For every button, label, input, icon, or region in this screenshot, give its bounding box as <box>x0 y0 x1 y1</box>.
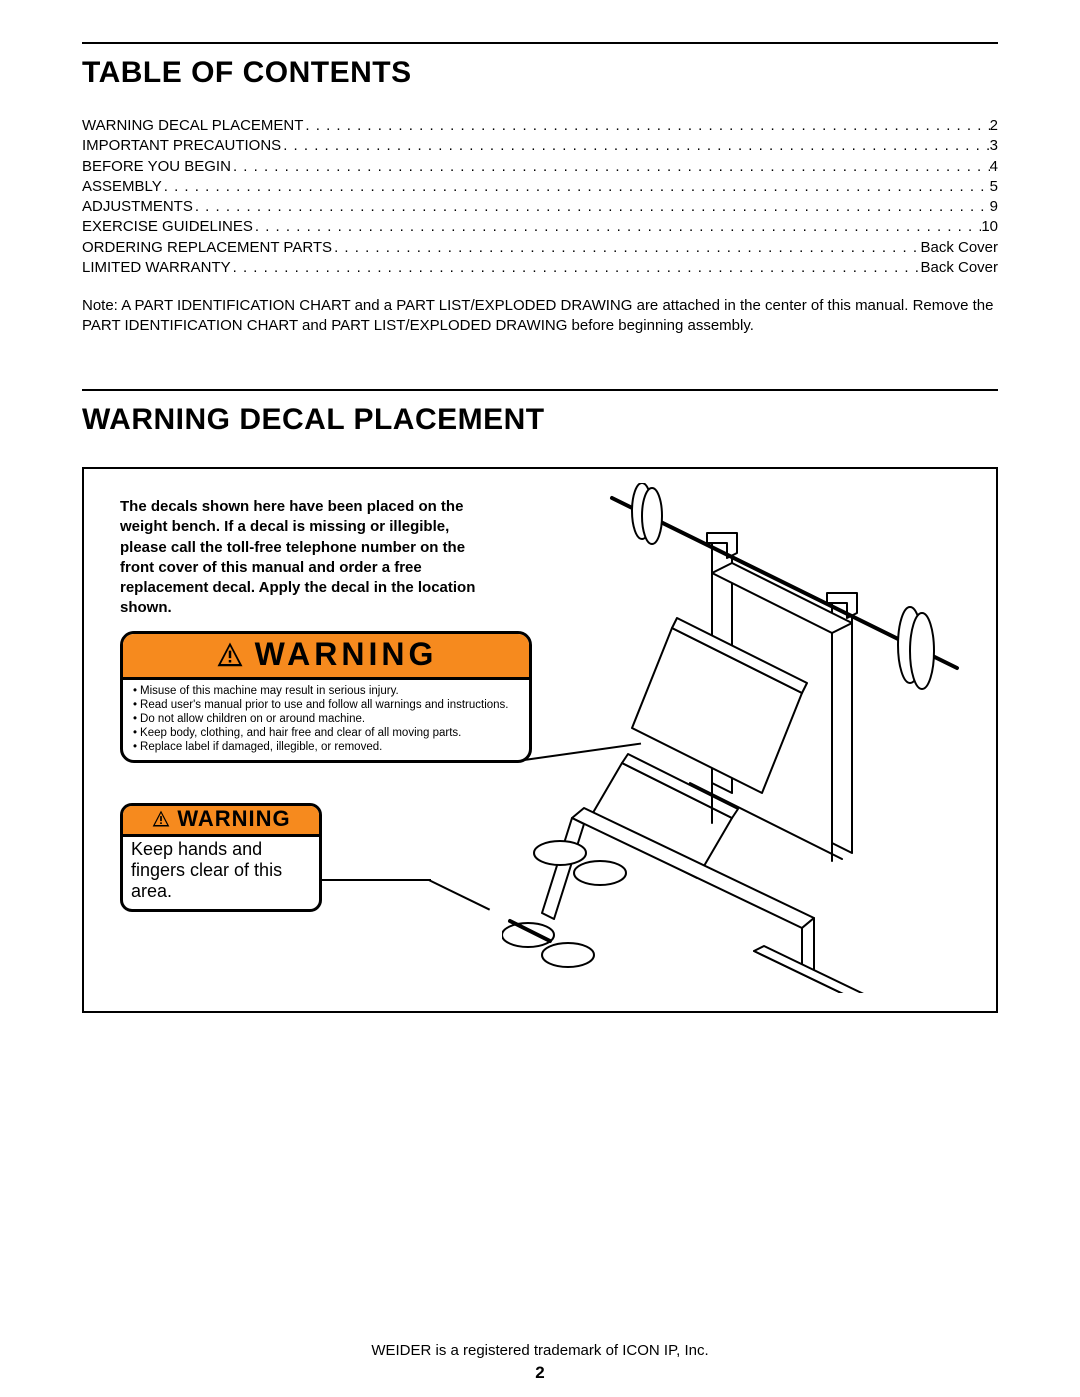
toc-label: IMPORTANT PRECAUTIONS <box>82 136 281 156</box>
weight-bench-diagram <box>502 483 972 993</box>
toc-row: ORDERING REPLACEMENT PARTS . . . . . . .… <box>82 238 998 258</box>
toc-page: 10 <box>981 217 998 237</box>
toc-page: 3 <box>990 136 998 156</box>
decal-intro-text: The decals shown here have been placed o… <box>120 497 500 619</box>
toc-label: ORDERING REPLACEMENT PARTS <box>82 238 332 258</box>
toc-page: 9 <box>990 197 998 217</box>
placement-frame: The decals shown here have been placed o… <box>82 467 998 1013</box>
placement-title: WARNING DECAL PLACEMENT <box>82 403 998 437</box>
toc-page: 4 <box>990 157 998 177</box>
warning-decal-small-body: Keep hands and fingers clear of this are… <box>123 837 319 909</box>
toc-leader: . . . . . . . . . . . . . . . . . . . . … <box>303 116 989 136</box>
warning-bullet: •Keep body, clothing, and hair free and … <box>133 726 519 740</box>
toc-leader: . . . . . . . . . . . . . . . . . . . . … <box>162 177 990 197</box>
warning-decal-small-header: WARNING <box>123 806 319 837</box>
warning-triangle-icon <box>215 640 245 670</box>
warning-bullet-text: Replace label if damaged, illegible, or … <box>140 740 382 754</box>
toc-page: 2 <box>990 116 998 136</box>
rule <box>82 389 998 391</box>
trademark-footer: WEIDER is a registered trademark of ICON… <box>0 1342 1080 1359</box>
warning-bullet: •Replace label if damaged, illegible, or… <box>133 740 519 754</box>
toc-note: Note: A PART IDENTIFICATION CHART and a … <box>82 296 998 335</box>
rule <box>82 42 998 44</box>
warning-decal-small: WARNING Keep hands and fingers clear of … <box>120 803 322 912</box>
toc-label: WARNING DECAL PLACEMENT <box>82 116 303 136</box>
toc-row: ADJUSTMENTS . . . . . . . . . . . . . . … <box>82 197 998 217</box>
toc-label: ADJUSTMENTS <box>82 197 193 217</box>
toc-leader: . . . . . . . . . . . . . . . . . . . . … <box>231 157 990 177</box>
toc-leader: . . . . . . . . . . . . . . . . . . . . … <box>332 238 920 258</box>
toc-leader: . . . . . . . . . . . . . . . . . . . . … <box>281 136 989 156</box>
toc-leader: . . . . . . . . . . . . . . . . . . . . … <box>193 197 990 217</box>
warning-label: WARNING <box>255 636 438 673</box>
toc-label: LIMITED WARRANTY <box>82 258 231 278</box>
toc-page: Back Cover <box>920 258 998 278</box>
warning-bullet: •Misuse of this machine may result in se… <box>133 684 519 698</box>
leader-line <box>316 879 431 881</box>
toc-label: ASSEMBLY <box>82 177 162 197</box>
toc-leader: . . . . . . . . . . . . . . . . . . . . … <box>231 258 921 278</box>
toc-page: Back Cover <box>920 238 998 258</box>
toc-label: EXERCISE GUIDELINES <box>82 217 253 237</box>
toc-row: WARNING DECAL PLACEMENT . . . . . . . . … <box>82 116 998 136</box>
toc-title: TABLE OF CONTENTS <box>82 56 998 90</box>
toc-leader: . . . . . . . . . . . . . . . . . . . . … <box>253 217 981 237</box>
warning-bullet-text: Do not allow children on or around machi… <box>140 712 365 726</box>
toc-row: BEFORE YOU BEGIN . . . . . . . . . . . .… <box>82 157 998 177</box>
warning-bullet-text: Read user's manual prior to use and foll… <box>140 698 508 712</box>
table-of-contents: WARNING DECAL PLACEMENT . . . . . . . . … <box>82 116 998 278</box>
warning-label: WARNING <box>177 806 290 832</box>
warning-bullet: •Read user's manual prior to use and fol… <box>133 698 519 712</box>
warning-triangle-icon <box>151 809 171 829</box>
warning-bullet: •Do not allow children on or around mach… <box>133 712 519 726</box>
page-number: 2 <box>0 1363 1080 1383</box>
toc-row: EXERCISE GUIDELINES . . . . . . . . . . … <box>82 217 998 237</box>
warning-bullet-text: Keep body, clothing, and hair free and c… <box>140 726 461 740</box>
warning-decal-large: WARNING •Misuse of this machine may resu… <box>120 631 532 763</box>
warning-bullet-text: Misuse of this machine may result in ser… <box>140 684 399 698</box>
manual-page: TABLE OF CONTENTS WARNING DECAL PLACEMEN… <box>0 0 1080 1397</box>
toc-label: BEFORE YOU BEGIN <box>82 157 231 177</box>
warning-decal-large-body: •Misuse of this machine may result in se… <box>123 680 529 760</box>
warning-decal-large-header: WARNING <box>123 634 529 680</box>
toc-row: IMPORTANT PRECAUTIONS . . . . . . . . . … <box>82 136 998 156</box>
toc-row: LIMITED WARRANTY . . . . . . . . . . . .… <box>82 258 998 278</box>
toc-row: ASSEMBLY . . . . . . . . . . . . . . . .… <box>82 177 998 197</box>
toc-page: 5 <box>990 177 998 197</box>
leader-line <box>428 879 490 911</box>
